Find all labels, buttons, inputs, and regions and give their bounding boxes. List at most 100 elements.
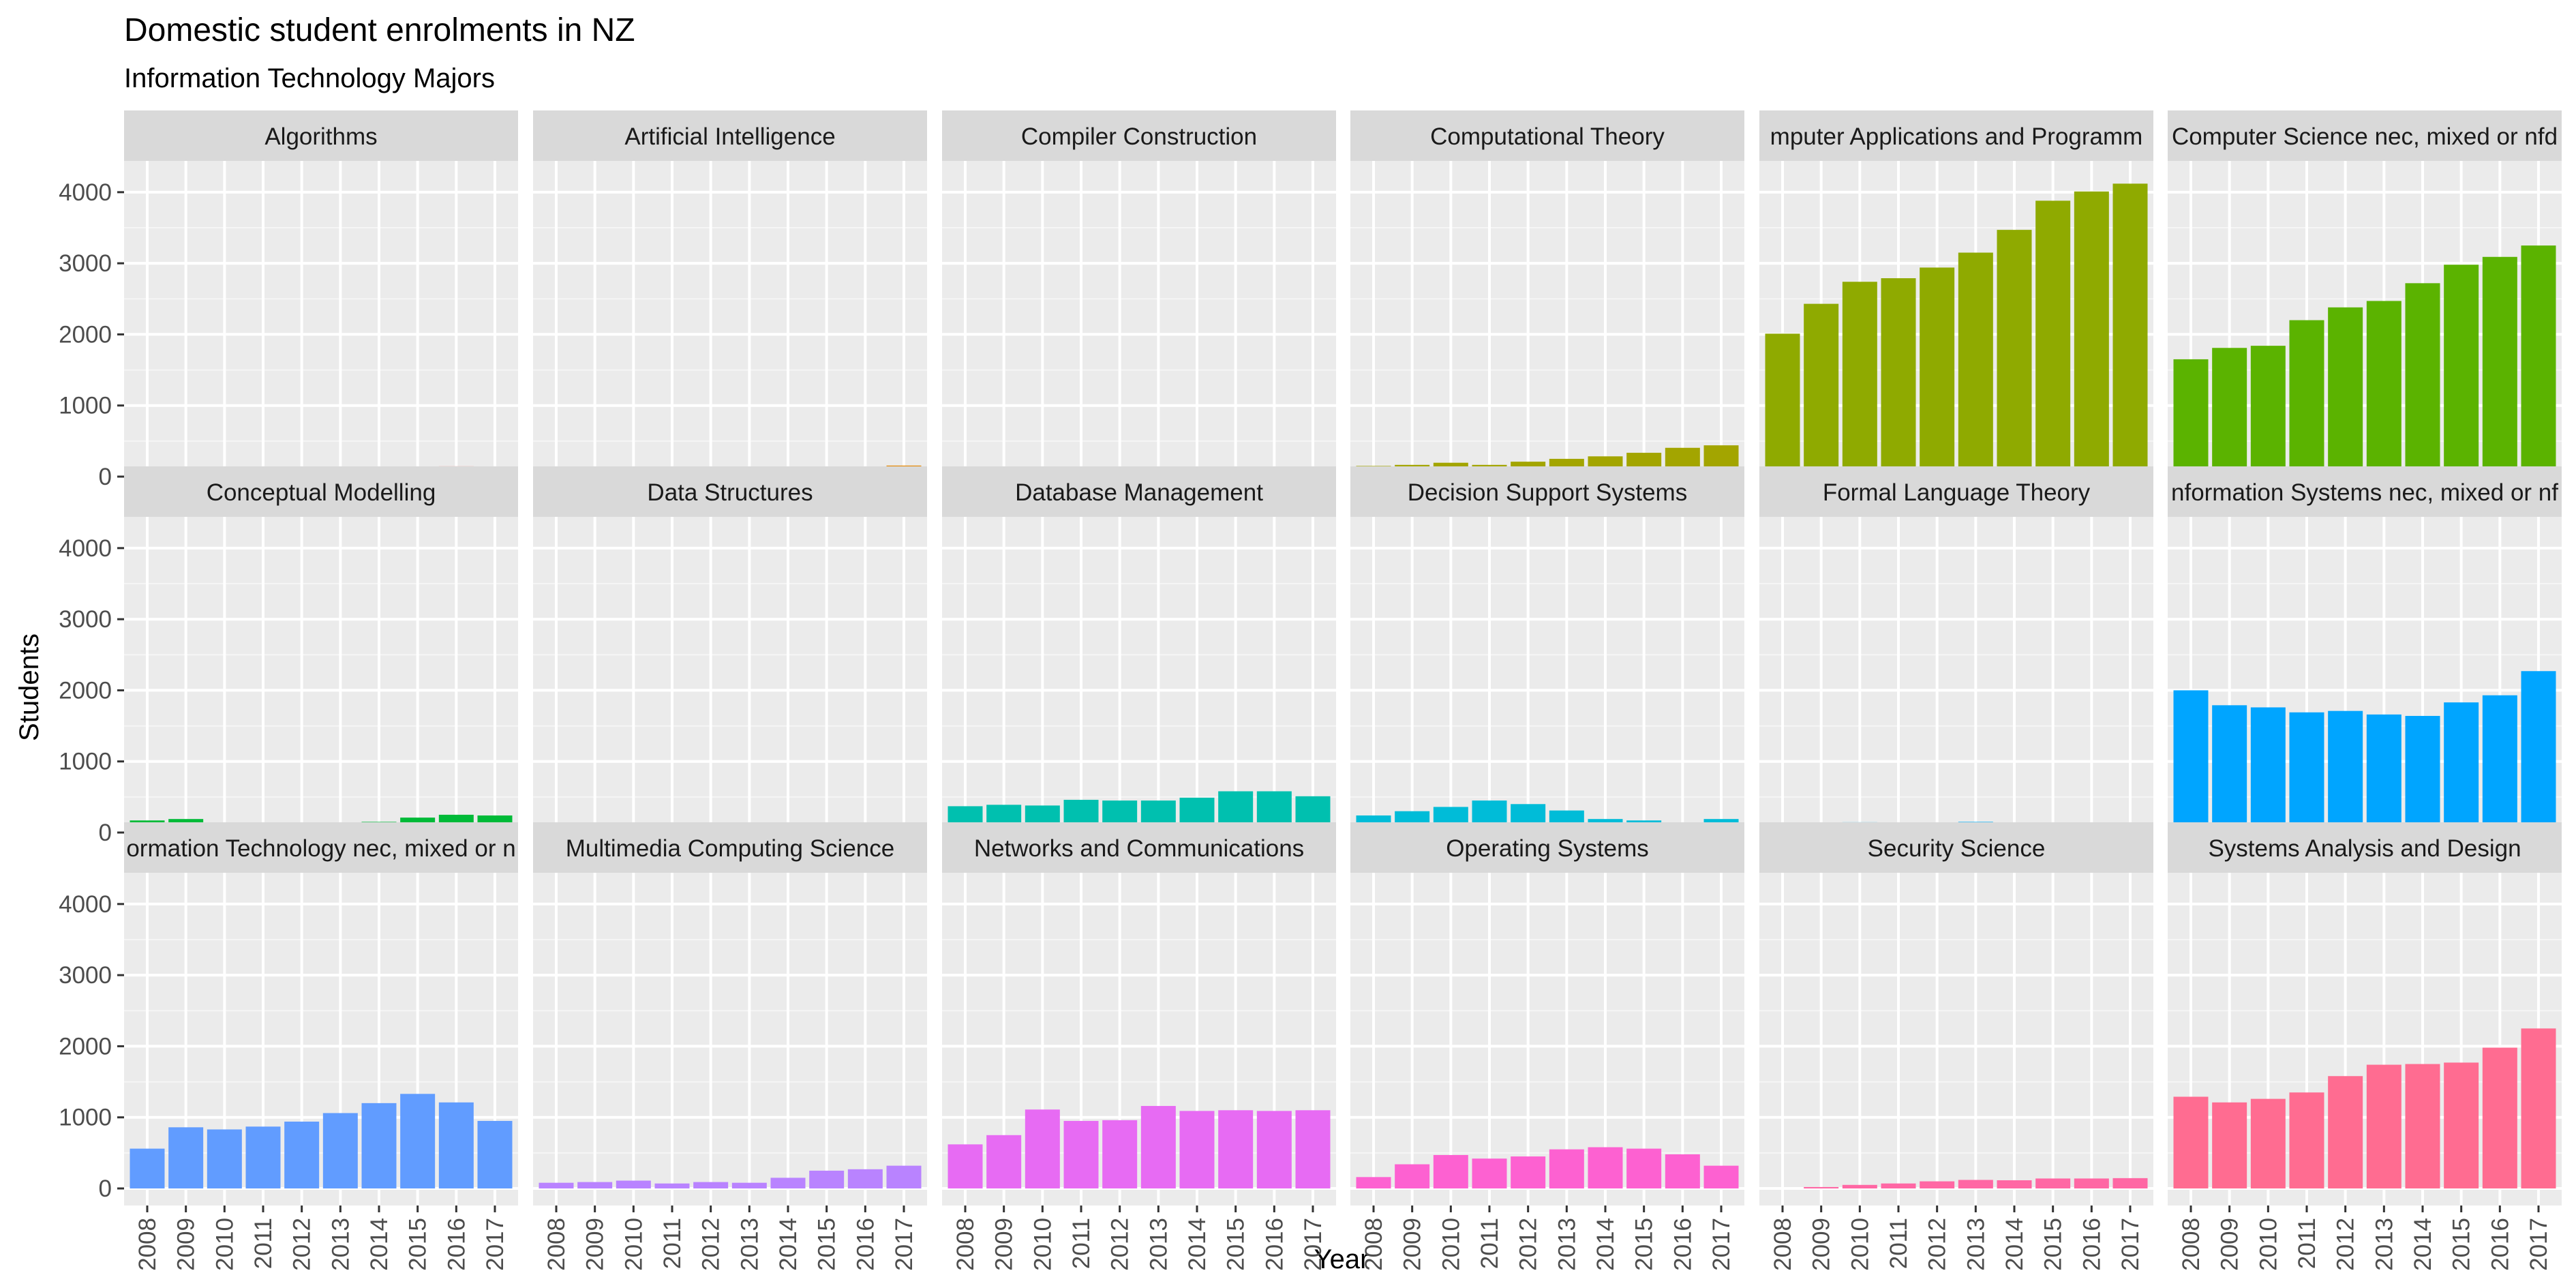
facet-strip [1759, 466, 2153, 517]
x-tick-label: 2015 [405, 1218, 431, 1271]
bar [2289, 712, 2324, 833]
bar [1958, 1180, 1993, 1188]
facet-strip [124, 822, 518, 873]
y-tick-label: 4000 [59, 891, 112, 918]
bar [2521, 671, 2556, 833]
bar [539, 1182, 574, 1188]
panel-background [1350, 517, 1744, 850]
bar [731, 1182, 767, 1188]
facet-strip [2168, 822, 2562, 873]
bar [2444, 702, 2479, 833]
bar [2035, 200, 2071, 477]
y-tick-label: 0 [99, 464, 112, 490]
bar [2366, 1064, 2401, 1188]
facet-strip [1350, 466, 1744, 517]
bar [245, 1126, 281, 1188]
x-tick-label: 2010 [1847, 1218, 1873, 1271]
facet-label: Operating Systems [1446, 835, 1649, 862]
bar [284, 1121, 320, 1188]
x-tick-label: 2010 [620, 1218, 647, 1271]
bar [1920, 1181, 1955, 1188]
bar [986, 1135, 1022, 1188]
panel-background [1759, 873, 2153, 1205]
bar [1703, 1165, 1739, 1188]
x-tick-label: 2011 [1885, 1218, 1912, 1269]
facet-panel: Computational Theory [1350, 110, 1744, 494]
x-tick-label: 2012 [1107, 1218, 1134, 1271]
bar [1997, 1180, 2032, 1188]
bar [1395, 1164, 1430, 1188]
x-tick-label: 2009 [1399, 1218, 1426, 1271]
bar [1549, 1149, 1584, 1188]
bar [886, 1165, 922, 1188]
panel-background [1759, 517, 2153, 850]
panel-background [533, 873, 927, 1205]
facet-label: ormation Technology nec, mixed or n [126, 835, 515, 862]
x-tick-label: 2014 [366, 1218, 393, 1271]
x-tick-label: 2011 [250, 1218, 277, 1269]
x-tick-label: 2009 [991, 1218, 1018, 1271]
panel-background [942, 161, 1336, 494]
bar [1295, 1110, 1331, 1188]
x-tick-label: 2008 [134, 1218, 161, 1271]
bar [1997, 230, 2032, 477]
bar [616, 1180, 651, 1188]
x-tick-label: 2011 [1476, 1218, 1503, 1269]
x-tick-label: 2015 [1631, 1218, 1658, 1271]
bar [2482, 1047, 2517, 1188]
x-tick-label: 2013 [1145, 1218, 1172, 1271]
bar [2289, 1092, 2324, 1188]
bar [2212, 348, 2247, 477]
bar [1842, 282, 1877, 477]
bar [1179, 1111, 1215, 1188]
x-tick-label: 2015 [2449, 1218, 2475, 1271]
bar [2444, 265, 2479, 477]
y-tick-label: 3000 [59, 606, 112, 633]
facet-label: nformation Systems nec, mixed or nf [2171, 479, 2558, 506]
x-tick-label: 2015 [1223, 1218, 1249, 1271]
facet-label: Computer Science nec, mixed or nfd [2172, 123, 2558, 150]
bar [1063, 1120, 1099, 1188]
chart-subtitle: Information Technology Majors [124, 63, 495, 93]
x-tick-label: 2012 [1924, 1218, 1951, 1271]
x-tick-label: 2011 [2294, 1218, 2320, 1269]
panel-background [533, 161, 927, 494]
panel-background [1350, 873, 1744, 1205]
facet-label: Systems Analysis and Design [2208, 835, 2521, 862]
bar [847, 1169, 883, 1188]
x-tick-label: 2013 [327, 1218, 354, 1271]
panel-background [1350, 161, 1744, 494]
x-tick-label: 2008 [1361, 1218, 1387, 1271]
x-tick-label: 2017 [482, 1218, 509, 1271]
bar [400, 1094, 436, 1188]
bar [2366, 301, 2401, 477]
bar [809, 1170, 845, 1188]
x-tick-label: 2009 [582, 1218, 609, 1271]
bar [2074, 191, 2109, 477]
x-tick-label: 2014 [775, 1218, 802, 1271]
bar [1881, 278, 1916, 477]
bar [654, 1183, 690, 1188]
panel-background [533, 517, 927, 850]
bar [1511, 1156, 1546, 1188]
facet-label: Networks and Communications [974, 835, 1304, 862]
x-axis-title: Year [1314, 1244, 1369, 1274]
bar [1920, 267, 1955, 477]
bar [2173, 359, 2209, 477]
y-tick-label: 2000 [59, 1033, 112, 1060]
x-tick-label: 2008 [1770, 1218, 1796, 1271]
facet-panel: Operating Systems 2008 2009 2010 2011 2012 201… [1350, 822, 1744, 1271]
x-tick-label: 2013 [1963, 1218, 1989, 1271]
bar [2250, 346, 2286, 477]
facet-label: Decision Support Systems [1408, 479, 1687, 506]
facet-strip [2168, 466, 2562, 517]
bar [361, 1103, 397, 1188]
x-tick-label: 2016 [2078, 1218, 2105, 1271]
facet-panel: Artificial Intelligence [533, 110, 927, 494]
facet-label: mputer Applications and Programm [1770, 123, 2143, 150]
bar [2112, 183, 2148, 477]
y-tick-label: 3000 [59, 962, 112, 989]
bar [1665, 1154, 1700, 1188]
bar [2521, 1028, 2556, 1188]
